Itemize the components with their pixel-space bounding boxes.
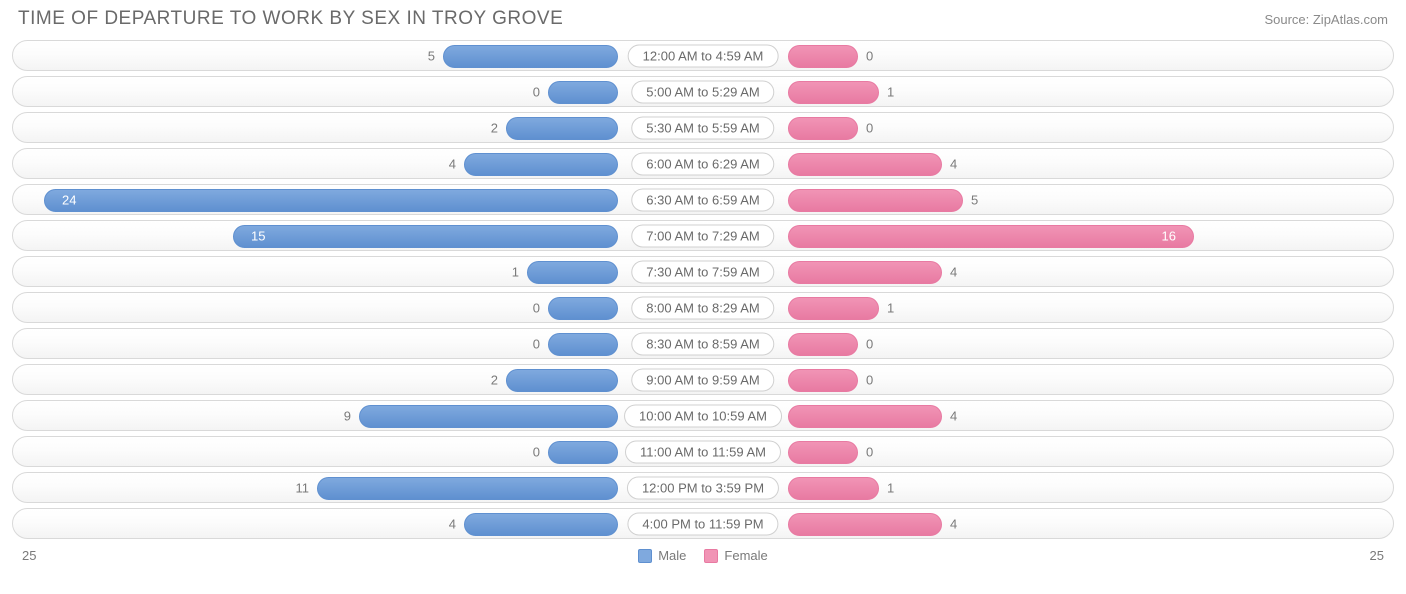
time-range-label: 5:30 AM to 5:59 AM [631, 116, 774, 139]
female-bar [788, 45, 858, 68]
male-bar [548, 333, 618, 356]
time-range-label: 12:00 PM to 3:59 PM [627, 476, 779, 499]
male-value: 15 [243, 228, 265, 243]
female-bar [788, 333, 858, 356]
time-range-label: 7:00 AM to 7:29 AM [631, 224, 774, 247]
male-value: 0 [533, 444, 540, 459]
time-range-label: 6:30 AM to 6:59 AM [631, 188, 774, 211]
female-bar [788, 405, 942, 428]
time-range-label: 5:00 AM to 5:29 AM [631, 80, 774, 103]
chart-row: 5:00 AM to 5:29 AM 0 1 [12, 76, 1394, 107]
female-bar [788, 477, 879, 500]
chart-row: 8:30 AM to 8:59 AM 0 0 [12, 328, 1394, 359]
male-value: 4 [449, 156, 456, 171]
female-bar [788, 513, 942, 536]
diverging-bar-chart: 12:00 AM to 4:59 AM 5 0 5:00 AM to 5:29 AM 0… [12, 40, 1394, 539]
chart-row: 10:00 AM to 10:59 AM 9 4 [12, 400, 1394, 431]
legend-female: Female [704, 548, 767, 563]
male-bar [464, 513, 618, 536]
female-value: 1 [887, 480, 894, 495]
female-value: 4 [950, 156, 957, 171]
female-value: 4 [950, 408, 957, 423]
female-value: 1 [887, 300, 894, 315]
male-value: 0 [533, 84, 540, 99]
male-value: 0 [533, 300, 540, 315]
time-range-label: 4:00 PM to 11:59 PM [627, 512, 778, 535]
chart-row: 9:00 AM to 9:59 AM 2 0 [12, 364, 1394, 395]
time-range-label: 10:00 AM to 10:59 AM [624, 404, 782, 427]
male-bar [443, 45, 618, 68]
female-value: 0 [866, 48, 873, 63]
female-value: 1 [887, 84, 894, 99]
male-value: 5 [428, 48, 435, 63]
chart-row: 6:30 AM to 6:59 AM 24 5 [12, 184, 1394, 215]
male-value: 24 [54, 192, 76, 207]
time-range-label: 9:00 AM to 9:59 AM [631, 368, 774, 391]
male-value: 2 [491, 372, 498, 387]
female-bar [788, 81, 879, 104]
male-bar [317, 477, 618, 500]
female-bar [788, 297, 879, 320]
male-bar [527, 261, 618, 284]
chart-row: 7:00 AM to 7:29 AM 15 16 [12, 220, 1394, 251]
male-bar [464, 153, 618, 176]
male-bar [359, 405, 618, 428]
female-bar [788, 261, 942, 284]
male-value: 9 [344, 408, 351, 423]
female-value: 0 [866, 372, 873, 387]
chart-row: 11:00 AM to 11:59 AM 0 0 [12, 436, 1394, 467]
female-value: 5 [971, 192, 978, 207]
legend-label-male: Male [658, 548, 686, 563]
male-value: 4 [449, 516, 456, 531]
chart-row: 5:30 AM to 5:59 AM 2 0 [12, 112, 1394, 143]
time-range-label: 8:00 AM to 8:29 AM [631, 296, 774, 319]
chart-row: 12:00 PM to 3:59 PM111 [12, 472, 1394, 503]
male-bar [44, 189, 618, 212]
chart-row: 12:00 AM to 4:59 AM 5 0 [12, 40, 1394, 71]
chart-row: 4:00 PM to 11:59 PM 4 4 [12, 508, 1394, 539]
chart-row: 7:30 AM to 7:59 AM 1 4 [12, 256, 1394, 287]
legend-swatch-female [704, 549, 718, 563]
male-bar [548, 297, 618, 320]
time-range-label: 11:00 AM to 11:59 AM [625, 440, 781, 463]
male-value: 1 [512, 264, 519, 279]
time-range-label: 7:30 AM to 7:59 AM [631, 260, 774, 283]
female-value: 4 [950, 264, 957, 279]
female-bar [788, 117, 858, 140]
female-bar [788, 441, 858, 464]
female-bar [788, 225, 1194, 248]
female-value: 0 [866, 444, 873, 459]
source-attribution: Source: ZipAtlas.com [1264, 12, 1388, 27]
axis-max-left: 25 [22, 548, 36, 563]
female-bar [788, 369, 858, 392]
male-bar [548, 81, 618, 104]
female-bar [788, 153, 942, 176]
time-range-label: 6:00 AM to 6:29 AM [631, 152, 774, 175]
male-bar [506, 117, 618, 140]
chart-title: TIME OF DEPARTURE TO WORK BY SEX IN TROY… [18, 8, 563, 30]
legend-label-female: Female [724, 548, 767, 563]
male-bar [506, 369, 618, 392]
male-bar [548, 441, 618, 464]
female-value: 4 [950, 516, 957, 531]
chart-row: 8:00 AM to 8:29 AM 0 1 [12, 292, 1394, 323]
male-bar [233, 225, 618, 248]
legend-male: Male [638, 548, 686, 563]
axis-max-right: 25 [1370, 548, 1384, 563]
male-value: 0 [533, 336, 540, 351]
time-range-label: 12:00 AM to 4:59 AM [628, 44, 779, 67]
female-value: 16 [1162, 228, 1184, 243]
legend-swatch-male [638, 549, 652, 563]
male-value: 11 [296, 480, 310, 495]
chart-row: 6:00 AM to 6:29 AM 4 4 [12, 148, 1394, 179]
female-value: 0 [866, 336, 873, 351]
legend: Male Female [638, 548, 768, 563]
female-bar [788, 189, 963, 212]
time-range-label: 8:30 AM to 8:59 AM [631, 332, 774, 355]
male-value: 2 [491, 120, 498, 135]
female-value: 0 [866, 120, 873, 135]
